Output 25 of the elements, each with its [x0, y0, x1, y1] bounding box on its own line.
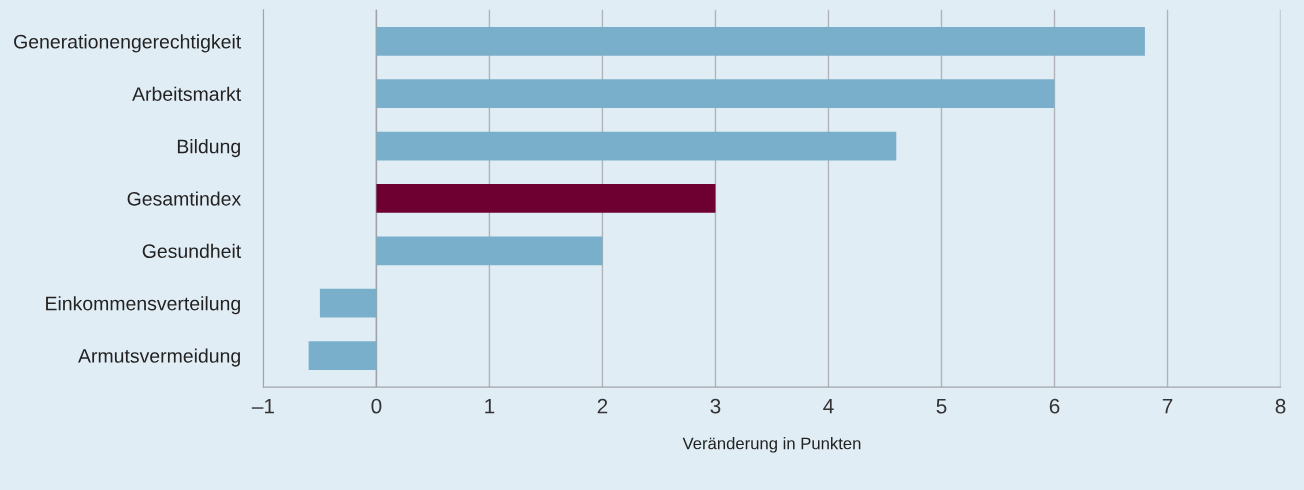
- y-tick-label: Arbeitsmarkt: [132, 86, 242, 101]
- bar: [376, 131, 897, 161]
- y-tick-label: Generationengerechtigkeit: [14, 34, 242, 53]
- bar: [376, 184, 716, 213]
- bar: [376, 236, 603, 266]
- bar: [376, 79, 1055, 109]
- x-tick-label: 0: [371, 398, 382, 414]
- bar: [319, 288, 377, 318]
- x-tick-label: 5: [936, 398, 947, 414]
- x-tick-label: 7: [1162, 398, 1173, 414]
- x-tick-label: 4: [823, 398, 834, 414]
- bar: [376, 26, 1145, 56]
- x-tick-label: 2: [597, 398, 608, 414]
- x-tick-label: 6: [1049, 398, 1060, 414]
- y-tick-label: Armutsvermeidung: [78, 348, 240, 367]
- y-tick-label: Gesundheit: [142, 243, 242, 259]
- y-tick-label: Gesamtindex: [127, 191, 241, 206]
- x-tick-label: 8: [1275, 398, 1286, 414]
- y-tick-label: Bildung: [177, 139, 240, 158]
- x-axis-title: Veränderung in Punkten: [682, 437, 861, 453]
- x-tick-label: 3: [710, 398, 721, 414]
- bar: [308, 341, 377, 370]
- x-tick-label: 1: [485, 398, 495, 414]
- y-tick-label: Einkommensverteilung: [46, 296, 240, 315]
- x-tick-label: –1: [251, 398, 274, 414]
